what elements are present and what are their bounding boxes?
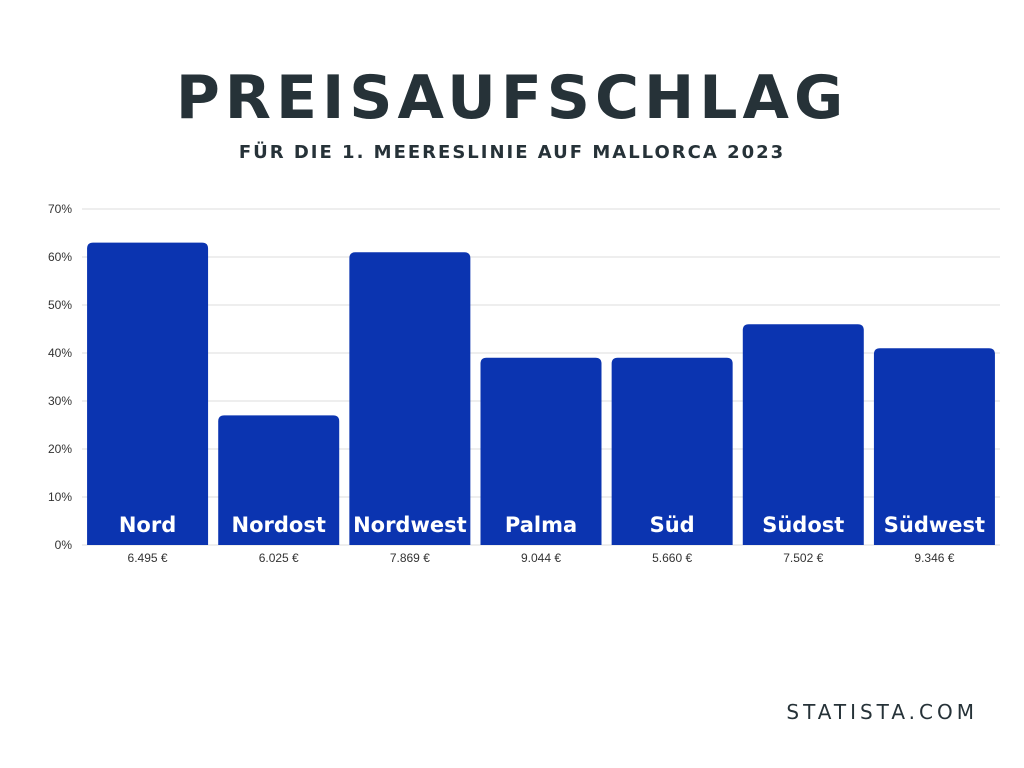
- bar-price-label: 6.495 €: [128, 551, 168, 565]
- bar-category-label: Südost: [762, 513, 844, 537]
- y-axis-ticks: 0% 10% 20% 30% 40% 50% 60% 70%: [48, 202, 72, 552]
- bar-labels: Nord Nordost Nordwest Palma Süd Südost Südwest: [119, 513, 985, 537]
- source-label: STATISTA.COM: [786, 700, 978, 724]
- bar-category-label: Nord: [119, 513, 176, 537]
- y-tick-label: 40%: [48, 346, 72, 360]
- bar: [742, 324, 864, 545]
- bar-category-label: Nordwest: [353, 513, 467, 537]
- bar-price-label: 9.044 €: [521, 551, 561, 565]
- price-labels: 6.495 € 6.025 € 7.869 € 9.044 € 5.660 € 7.502…: [128, 551, 955, 565]
- bar-category-label: Palma: [505, 513, 577, 537]
- bar: [873, 348, 995, 545]
- bar: [218, 415, 340, 545]
- bar-price-label: 5.660 €: [652, 551, 692, 565]
- bar: [87, 242, 209, 545]
- bar-price-label: 9.346 €: [914, 551, 954, 565]
- chart-subtitle: FÜR DIE 1. MEERESLINIE AUF MALLORCA 2023: [238, 142, 786, 163]
- bar: [480, 357, 602, 545]
- y-tick-label: 30%: [48, 394, 72, 408]
- y-tick-label: 10%: [48, 490, 72, 504]
- y-tick-label: 50%: [48, 298, 72, 312]
- y-tick-label: 20%: [48, 442, 72, 456]
- bar: [611, 357, 733, 545]
- y-tick-label: 70%: [48, 202, 72, 216]
- bar-price-label: 6.025 €: [259, 551, 299, 565]
- y-tick-label: 60%: [48, 250, 72, 264]
- bar-price-label: 7.502 €: [783, 551, 823, 565]
- y-tick-label: 0%: [55, 538, 73, 552]
- bar-category-label: Südwest: [884, 513, 985, 537]
- bar-chart: 0% 10% 20% 30% 40% 50% 60% 70% Nord Nordost Nordw…: [48, 202, 1000, 565]
- bar: [349, 252, 471, 545]
- bar-category-label: Nordost: [232, 513, 326, 537]
- chart-title: PREISAUFSCHLAG: [175, 63, 849, 133]
- bar-category-label: Süd: [650, 513, 695, 537]
- bar-price-label: 7.869 €: [390, 551, 430, 565]
- bars: [87, 242, 995, 545]
